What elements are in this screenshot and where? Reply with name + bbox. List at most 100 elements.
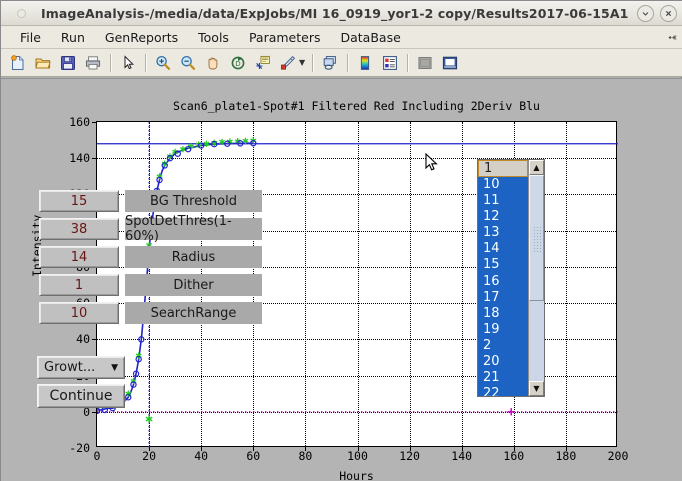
bg-threshold-input[interactable]: 15 [39, 190, 119, 212]
hide-plot-tools-button[interactable] [413, 51, 437, 75]
menu-tools[interactable]: Tools [198, 29, 229, 45]
dither-input[interactable]: 1 [39, 274, 119, 296]
listbox-item[interactable]: 19 [483, 321, 500, 337]
legend-icon [383, 55, 398, 70]
listbox-items[interactable]: 110111213141516171819220212223 [478, 160, 528, 396]
listbox-item[interactable]: 13 [483, 225, 500, 241]
data-marker-circle [156, 176, 163, 184]
xtick-160 [513, 446, 515, 451]
listbox-item[interactable]: 22 [483, 386, 500, 396]
xtick-label: 140 [451, 449, 473, 463]
ytick-label: 160 [69, 115, 90, 129]
select-pointer-button[interactable] [116, 51, 140, 75]
menu-genreports[interactable]: GenReports [104, 29, 179, 45]
data-marker-star [219, 138, 226, 146]
radius-input[interactable]: 14 [39, 246, 119, 268]
window-menu-button[interactable] [1, 8, 41, 18]
menu-file[interactable]: File [20, 29, 41, 45]
search-range-input[interactable]: 10 [39, 302, 119, 324]
svg-text:D: D [235, 60, 240, 68]
listbox-item[interactable]: 18 [483, 305, 500, 321]
hide-plot-tools-icon [418, 56, 432, 69]
show-plot-tools-button[interactable] [438, 51, 462, 75]
listbox-item[interactable]: 20 [483, 354, 500, 370]
close-button[interactable] [660, 4, 677, 22]
scroll-down-arrow-icon[interactable]: ▼ [529, 381, 544, 396]
xtick-label: 40 [194, 449, 209, 463]
minimize-button[interactable] [637, 4, 654, 22]
new-document-button[interactable] [6, 51, 30, 75]
print-button[interactable] [81, 51, 105, 75]
listbox-item[interactable]: 1 [478, 160, 528, 177]
mode-popup-menu[interactable]: Growt... ▼ [37, 356, 125, 379]
scrollbar-thumb[interactable] [529, 175, 544, 301]
gridline-x [461, 122, 463, 446]
listbox-item[interactable]: 14 [483, 241, 500, 257]
listbox-item[interactable]: 11 [483, 193, 500, 209]
listbox-scrollbar[interactable]: ▲ ▼ [528, 160, 544, 396]
scrollbar-track[interactable] [529, 175, 544, 381]
ytick-label: 0 [83, 404, 90, 419]
gridline-x [565, 122, 567, 446]
xtick-120 [409, 446, 411, 451]
menu-overflow-arrow-icon[interactable]: ➳ [667, 31, 677, 44]
xtick-label: 20 [142, 449, 157, 463]
listbox-item[interactable]: 15 [483, 257, 500, 273]
save-button[interactable] [56, 51, 80, 75]
xtick-label: 0 [93, 449, 101, 463]
search-range-label: SearchRange [125, 302, 262, 324]
menu-run[interactable]: Run [60, 29, 85, 45]
brush-dropdown-caret-icon[interactable]: ▼ [299, 58, 306, 67]
rotate-3d-button[interactable]: D [226, 51, 250, 75]
chevron-down-icon [642, 11, 649, 16]
show-plot-tools-icon [443, 56, 458, 69]
listbox-item[interactable]: 2 [483, 337, 492, 353]
listbox-item[interactable]: 17 [483, 289, 500, 305]
data-marker-star [166, 153, 173, 160]
dither-label: Dither [125, 274, 262, 296]
spot-selector-listbox[interactable]: 110111213141516171819220212223 ▲ ▼ [477, 159, 545, 397]
data-marker-circle [250, 139, 257, 147]
zoom-out-button[interactable] [176, 51, 200, 75]
colorbar-button[interactable] [353, 51, 377, 75]
continue-button[interactable]: Continue [37, 384, 125, 408]
xtick-80 [305, 446, 307, 451]
pointer-arrow-icon [124, 54, 135, 69]
listbox-item[interactable]: 16 [483, 273, 500, 289]
figure-client-area: Scan6_plate1-Spot#1 Filtered Red Includi… [1, 78, 682, 481]
zoom-in-button[interactable] [151, 51, 175, 75]
listbox-item[interactable]: 10 [483, 177, 500, 192]
pan-button[interactable] [201, 51, 225, 75]
toolbar-separator [110, 53, 112, 72]
xtick-180 [565, 446, 567, 451]
data-marker-star [203, 140, 210, 147]
mode-popup-value: Growt... [44, 360, 96, 375]
menu-database[interactable]: DataBase [340, 29, 401, 45]
colorbar-icon [361, 55, 370, 70]
brush-button[interactable] [276, 51, 300, 75]
gridline-x [305, 122, 307, 446]
xtick-40 [201, 446, 203, 451]
xtick-label: 200 [607, 449, 629, 463]
xtick-140 [461, 446, 463, 451]
scroll-up-arrow-icon[interactable]: ▲ [529, 160, 544, 175]
data-marker-star [161, 160, 168, 167]
legend-button[interactable] [378, 51, 402, 75]
data-cursor-button[interactable] [251, 51, 275, 75]
window-menu-icon [16, 8, 26, 18]
menu-parameters[interactable]: Parameters [248, 29, 321, 45]
zoom-out-icon [181, 55, 196, 70]
data-marker-circle [224, 140, 231, 147]
xtick-label: 160 [503, 449, 525, 463]
data-marker-circle [132, 370, 140, 377]
ytick-160 [92, 122, 97, 123]
listbox-item[interactable]: 12 [483, 209, 500, 225]
link-plot-button[interactable] [318, 51, 342, 75]
listbox-item[interactable]: 21 [483, 370, 500, 386]
toolbar-separator [145, 53, 147, 72]
data-marker-circle [138, 336, 145, 343]
open-folder-button[interactable] [31, 51, 55, 75]
green-star-baseline [145, 415, 153, 423]
spot-det-thres-input[interactable]: 38 [39, 218, 119, 240]
